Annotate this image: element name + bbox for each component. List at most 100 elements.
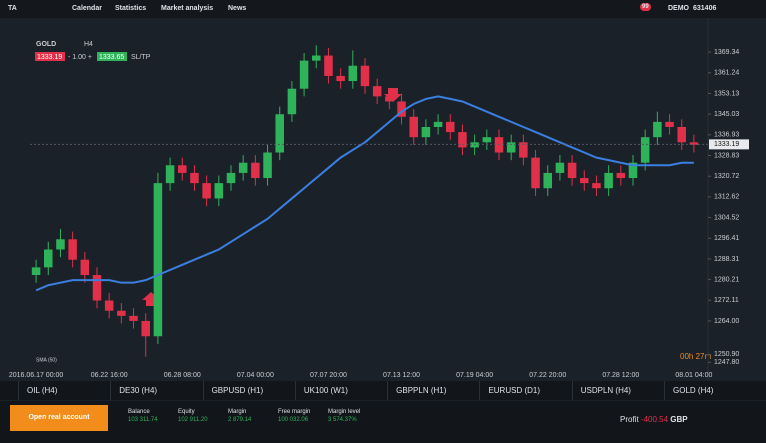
candle-body <box>372 86 382 97</box>
stat-value: 3 574.37% <box>328 417 357 423</box>
candle-body <box>68 239 77 260</box>
candle-body <box>56 239 65 250</box>
sell-price[interactable]: 1333.19 <box>37 54 62 61</box>
candle-body <box>433 121 443 127</box>
candle-body <box>92 275 102 301</box>
candle-body <box>628 162 638 179</box>
sma-line <box>35 95 694 292</box>
buy-price[interactable]: 1333.65 <box>99 54 124 61</box>
open-account-button[interactable]: Open real account <box>10 405 108 431</box>
candle-body <box>178 165 187 173</box>
tab[interactable]: Statistics <box>115 5 147 12</box>
candle-body <box>592 183 601 189</box>
candle-body <box>555 162 565 173</box>
candle-body <box>153 183 163 337</box>
y-tick-label: 1312.62 <box>714 194 739 201</box>
stat-value: 102 911.20 <box>178 417 208 423</box>
x-tick-label: 07.04 00:00 <box>237 372 274 379</box>
tab[interactable]: Market analysis <box>161 5 214 12</box>
candle-body <box>336 75 345 82</box>
candle-body <box>117 310 126 316</box>
candle-body <box>640 137 650 163</box>
profit-value: -400.54 <box>640 415 669 424</box>
footer: Open real account Profit -400.54 GBP Bal… <box>0 401 766 443</box>
candle-body <box>251 162 260 179</box>
tab[interactable]: TA <box>8 5 17 12</box>
y-tick-label: 1288.31 <box>714 256 739 263</box>
instrument-tab[interactable]: USDPLN (H4) <box>571 381 664 400</box>
candle-body <box>31 267 41 276</box>
notification-badge[interactable]: 99 <box>640 3 651 11</box>
candle-body <box>360 65 370 87</box>
sl-tp[interactable]: SL/TP <box>131 54 151 61</box>
y-tick-label: 1320.72 <box>714 173 739 180</box>
candle-body <box>543 172 552 189</box>
y-tick-label: 1353.13 <box>714 90 739 97</box>
currency: GBP <box>670 415 688 424</box>
account-mode: DEMO <box>668 5 689 12</box>
candle-body <box>580 178 589 184</box>
spread: - 1.00 + <box>68 54 92 61</box>
sell-box[interactable] <box>35 52 65 61</box>
stat-label: Margin level <box>328 409 361 415</box>
instrument-tab[interactable]: EURUSD (D1) <box>479 381 571 400</box>
y-tick-label: 1280.21 <box>714 276 739 283</box>
tab[interactable]: News <box>228 5 247 12</box>
x-tick-label: 07.28 12:00 <box>602 372 639 379</box>
y-tick-label: 1336.93 <box>714 132 739 139</box>
symbol[interactable]: GOLD <box>36 41 56 48</box>
candle-body <box>677 126 686 143</box>
candle-body <box>653 121 662 138</box>
candle-body <box>409 116 418 138</box>
candle-body <box>665 121 674 127</box>
timeframe[interactable]: H4 <box>84 41 93 48</box>
candle-body <box>312 55 321 61</box>
account-stat: Margin level 3 574.37% <box>328 409 360 423</box>
candle-body <box>226 172 236 184</box>
candle-body <box>214 183 224 199</box>
indicator-label: SMA (50) <box>36 357 57 363</box>
stat-label: Balance <box>128 409 150 415</box>
stat-label: Free margin <box>278 409 311 415</box>
stat-label: Margin <box>228 409 247 415</box>
candle-body <box>80 259 90 276</box>
candle-body <box>348 65 358 82</box>
candle-body <box>324 55 333 76</box>
candle-body <box>385 96 394 102</box>
candle-body <box>263 152 272 179</box>
x-tick-label: 07.22 20:00 <box>529 372 566 379</box>
instrument-tab[interactable]: OIL (H4) <box>18 381 110 400</box>
account-stat: Margin 2 879.14 <box>228 409 251 423</box>
candle-body <box>287 88 297 115</box>
stat-label: Equity <box>178 409 195 415</box>
x-tick-label: 07.19 04:00 <box>456 372 493 379</box>
x-tick-label: 07.07 20:00 <box>310 372 347 379</box>
candle-body <box>299 60 309 89</box>
instrument-tab[interactable]: GBPPLN (H1) <box>387 381 479 400</box>
candle-body <box>458 132 467 148</box>
candle-body <box>129 315 138 321</box>
candle-body <box>275 114 284 153</box>
account-stat: Free margin 100 032.06 <box>278 409 310 423</box>
instrument-tabs: OIL (H4) DE30 (H4) GBPUSD (H1) UK100 (W1) GB… <box>0 381 766 400</box>
instrument-tab[interactable]: UK100 (W1) <box>294 381 387 400</box>
y-tick-label: 1304.52 <box>714 214 739 221</box>
y-tick-label: 1247.80 <box>714 359 739 366</box>
instrument-tab[interactable]: DE30 (H4) <box>110 381 202 400</box>
profit-label: Profit <box>620 415 639 424</box>
candle-body <box>165 165 175 184</box>
profit: Profit -400.54 GBP <box>620 415 688 424</box>
candle-body <box>44 249 53 268</box>
y-tick-label: 1264.00 <box>714 318 739 325</box>
account-stat: Equity 102 911.20 <box>178 409 208 423</box>
current-price: 1333.19 <box>714 141 739 148</box>
chart-bg <box>0 18 766 381</box>
account-id[interactable]: 631406 <box>693 5 717 12</box>
instrument-tab[interactable]: GBPUSD (H1) <box>202 381 295 400</box>
instrument-tab[interactable]: GOLD (H4) <box>664 381 756 400</box>
buy-box[interactable] <box>97 52 127 61</box>
candle-body <box>202 183 211 199</box>
tab[interactable]: Calendar <box>72 5 102 12</box>
candle-body <box>104 300 114 311</box>
y-tick-label: 1361.24 <box>714 70 739 77</box>
